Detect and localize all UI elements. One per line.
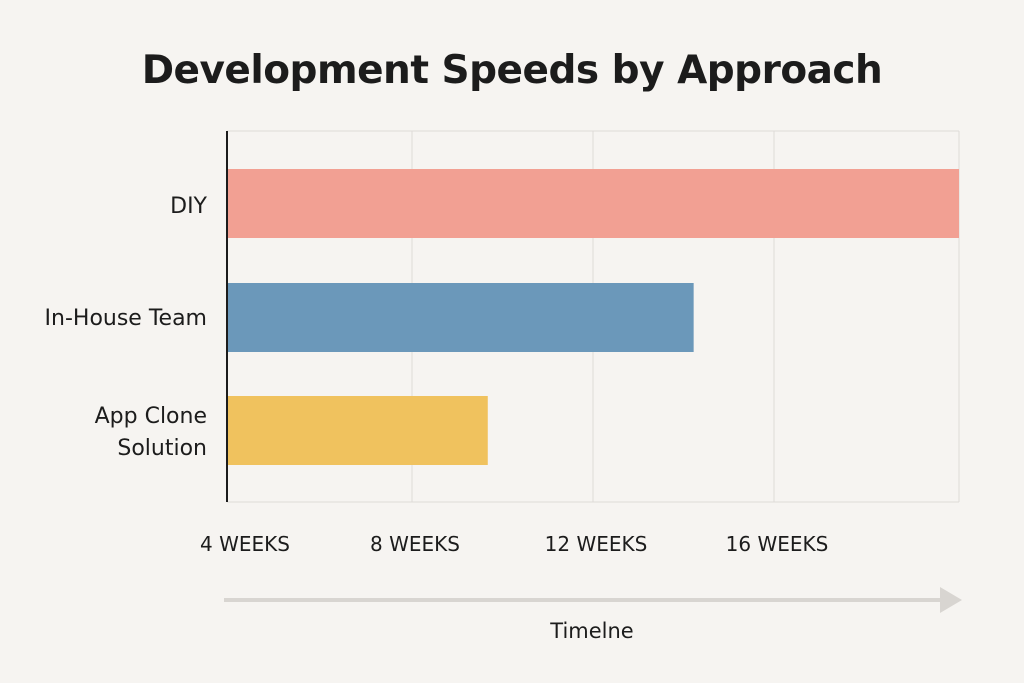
category-label: DIY xyxy=(170,194,207,219)
x-tick-label: 4 WEEKS xyxy=(200,532,290,556)
bars xyxy=(227,169,959,465)
chart-title: Development Speeds by Approach xyxy=(141,48,883,93)
x-tick-label: 8 WEEKS xyxy=(370,532,460,556)
bar-app-clone-solution xyxy=(227,396,488,465)
x-tick-label: 16 WEEKS xyxy=(726,532,829,556)
arrow-head-icon xyxy=(940,587,962,613)
x-axis-title: Timelne xyxy=(549,619,633,643)
timeline-arrow xyxy=(224,587,962,613)
category-label: App Clone xyxy=(95,404,207,429)
bar-in-house-team xyxy=(227,283,694,352)
x-tick-label: 12 WEEKS xyxy=(545,532,648,556)
x-tick-labels: 4 WEEKS 8 WEEKS 12 WEEKS 16 WEEKS xyxy=(200,532,828,556)
category-label: In-House Team xyxy=(45,306,207,331)
bar-diy xyxy=(227,169,959,238)
category-label: Solution xyxy=(117,436,207,461)
category-labels: DIY In-House Team App Clone Solution xyxy=(45,194,208,461)
